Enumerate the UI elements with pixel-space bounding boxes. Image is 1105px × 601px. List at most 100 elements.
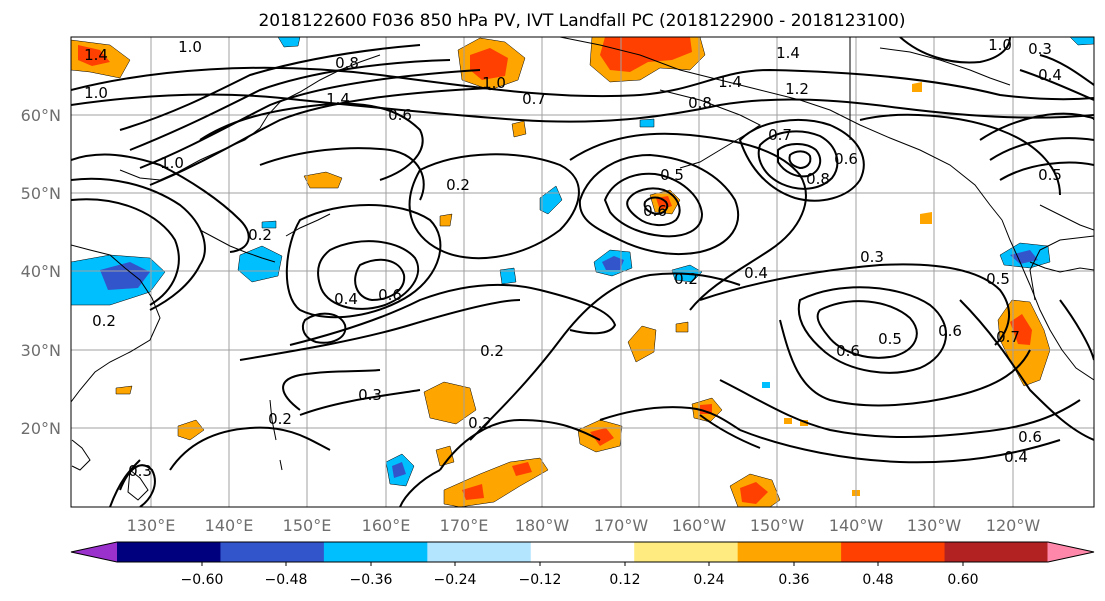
lon-label: 150°W [750, 516, 805, 535]
contour-label: 0.2 [248, 226, 272, 244]
anomaly-patch [423, 381, 477, 425]
coastlines [71, 37, 1094, 501]
map-frame [70, 36, 1095, 508]
contour-label: 0.8 [688, 94, 712, 112]
colorbar-label: −0.48 [265, 572, 308, 588]
anomaly-patch [1069, 37, 1094, 46]
contour-label: 1.0 [160, 154, 184, 172]
anomaly-patch [590, 428, 614, 446]
contour-label: 0.5 [986, 270, 1010, 288]
colorbar-segment [427, 542, 532, 562]
colorbar-label: 0.60 [947, 572, 978, 588]
anomaly-patch [920, 212, 932, 224]
lon-label: 160°E [362, 516, 411, 535]
contour-label: 0.2 [268, 410, 292, 428]
contour-label: 0.4 [334, 290, 358, 308]
anomaly-patch [392, 462, 406, 478]
contour-label: 0.6 [834, 150, 858, 168]
anomaly-patch [762, 382, 770, 388]
anomaly-patch [627, 325, 657, 363]
contour-label: 1.2 [785, 80, 809, 98]
anomaly-patch [675, 321, 689, 333]
contour-label: 1.0 [482, 74, 506, 92]
colorbar-label: −0.36 [350, 572, 393, 588]
longitude-labels: 130°E 140°E 150°E 160°E 170°E 180°W 170°… [127, 516, 1041, 535]
anomaly-patch [511, 120, 527, 138]
lat-label: 30°N [21, 341, 61, 360]
contour-label: 0.8 [335, 54, 359, 72]
lon-label: 130°W [907, 516, 962, 535]
anomaly-patch [277, 37, 301, 48]
lon-label: 130°E [127, 516, 176, 535]
contour-label: 0.7 [522, 90, 546, 108]
contour-label: 1.4 [84, 46, 108, 64]
colorbar-extend-high [1047, 542, 1094, 562]
anomaly-patch [303, 171, 343, 189]
map-panel: 1.0 0.8 1.4 1.0 0.7 1.4 1.2 1.0 0.3 0.4 … [70, 36, 1095, 508]
anomaly-patch [439, 213, 453, 227]
colorbar-ticks [201, 562, 964, 566]
anomaly-patch [462, 484, 484, 500]
colorbar-tick-labels: −0.60 −0.48 −0.36 −0.24 −0.12 0.12 0.24 … [181, 572, 979, 588]
contour-label: 0.3 [860, 248, 884, 266]
anomaly-patch [512, 462, 532, 476]
anomaly-patch [1010, 250, 1038, 264]
contour-labels: 1.0 0.8 1.4 1.0 0.7 1.4 1.2 1.0 0.3 0.4 … [84, 36, 1062, 480]
colorbar-segments [70, 541, 1095, 563]
lon-label: 180°W [515, 516, 570, 535]
colorbar-extend-low [71, 542, 118, 562]
contour-label: 0.2 [674, 270, 698, 288]
figure-title: 2018122600 F036 850 hPa PV, IVT Landfall… [258, 11, 905, 31]
anomaly-patch [435, 445, 455, 467]
lat-label: 40°N [21, 262, 61, 281]
latitude-labels: 60°N 50°N 40°N 30°N 20°N [21, 106, 61, 438]
lat-label: 60°N [21, 106, 61, 125]
colorbar-segment [737, 542, 842, 562]
anomaly-patch [78, 45, 110, 66]
colorbar-segment [323, 542, 428, 562]
lon-label: 150°E [283, 516, 332, 535]
lat-label: 20°N [21, 419, 61, 438]
contour-label: 1.0 [988, 36, 1012, 54]
contour-label: 0.3 [358, 386, 382, 404]
anomaly-patch [912, 82, 922, 92]
anomaly-patch [100, 262, 150, 290]
lon-label: 170°E [440, 516, 489, 535]
colorbar-segment [841, 542, 946, 562]
contour-label: 0.6 [378, 286, 402, 304]
contour-label: 0.2 [446, 176, 470, 194]
lon-label: 140°E [205, 516, 254, 535]
anomaly-patch [602, 256, 624, 270]
anomaly-patch [115, 385, 133, 395]
colorbar-segment [220, 542, 325, 562]
contour-label: 0.2 [468, 414, 492, 432]
contour-label: 0.6 [836, 342, 860, 360]
colorbar-label: −0.60 [181, 572, 224, 588]
contour-label: 0.6 [388, 106, 412, 124]
colorbar-label: 0.24 [693, 572, 724, 588]
lon-label: 160°W [672, 516, 727, 535]
contour-label: 0.2 [92, 312, 116, 330]
contour-label: 0.4 [744, 264, 768, 282]
contour-label: 1.0 [84, 84, 108, 102]
lat-label: 50°N [21, 184, 61, 203]
anomaly-patch [639, 118, 655, 128]
contour-label: 1.4 [776, 44, 800, 62]
colorbar-segment [634, 542, 739, 562]
contour-label: 0.2 [480, 342, 504, 360]
contour-label: 0.6 [938, 322, 962, 340]
contour-label: 0.5 [660, 166, 684, 184]
contour-label: 0.3 [1028, 40, 1052, 58]
anomaly-patch [600, 37, 692, 72]
anomaly-patch [784, 418, 792, 424]
lon-label: 120°W [986, 516, 1041, 535]
contour-label: 0.7 [996, 328, 1020, 346]
anomaly-patch [177, 419, 205, 441]
anomaly-patch [1010, 314, 1032, 345]
colorbar-label: −0.24 [434, 572, 477, 588]
contour-label: 1.4 [326, 90, 350, 108]
colorbar: −0.60 −0.48 −0.36 −0.24 −0.12 0.12 0.24 … [70, 541, 1095, 588]
colorbar-label: 0.12 [609, 572, 640, 588]
contour-label: 0.4 [1038, 66, 1062, 84]
